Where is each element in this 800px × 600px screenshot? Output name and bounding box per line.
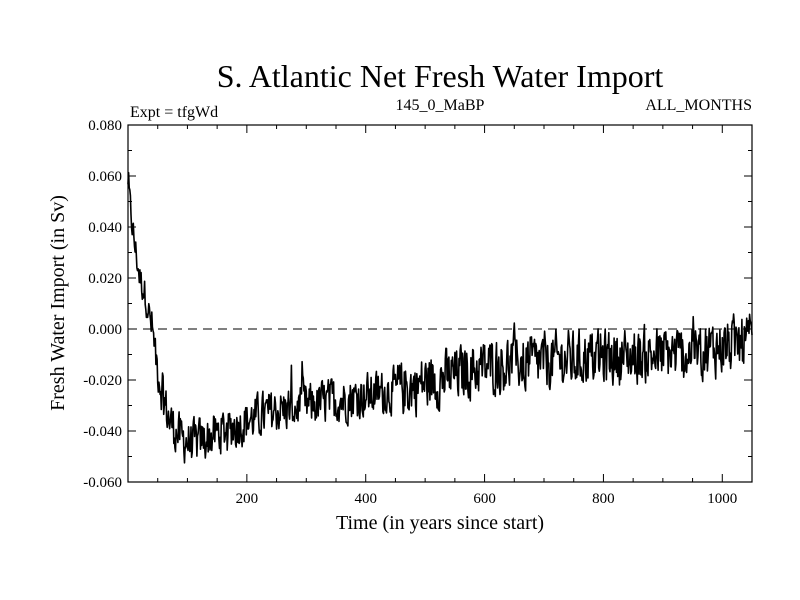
y-tick-label: 0.060 [88,169,122,185]
y-tick-labels: -0.060 -0.040 -0.020 0.000 0.020 0.040 0.060 0.… [83,118,122,491]
x-tick-label: 600 [473,491,496,507]
subtitle-right: ALL_MONTHS [645,97,752,114]
y-tick-label: -0.060 [83,475,122,491]
y-tick-label: 0.040 [88,220,122,236]
x-tick-label: 800 [592,491,615,507]
axis-ticks [128,124,752,483]
x-tick-labels: 200 400 600 800 1000 [236,491,738,507]
y-tick-label: -0.020 [83,373,122,389]
x-tick-label: 1000 [707,491,737,507]
x-axis-label: Time (in years since start) [336,512,544,534]
chart-title: S. Atlantic Net Fresh Water Import [217,58,664,94]
y-tick-label: -0.040 [83,424,122,440]
y-tick-label: 0.080 [88,118,122,134]
x-tick-label: 400 [354,491,377,507]
y-axis-label: Fresh Water Import (in Sv) [47,195,69,411]
y-tick-label: 0.020 [88,271,122,287]
series-line [127,171,753,464]
subtitle-center: 145_0_MaBP [396,97,485,114]
subtitle-left: Expt = tfgWd [130,104,218,121]
y-tick-label: 0.000 [88,322,122,338]
x-tick-label: 200 [236,491,259,507]
